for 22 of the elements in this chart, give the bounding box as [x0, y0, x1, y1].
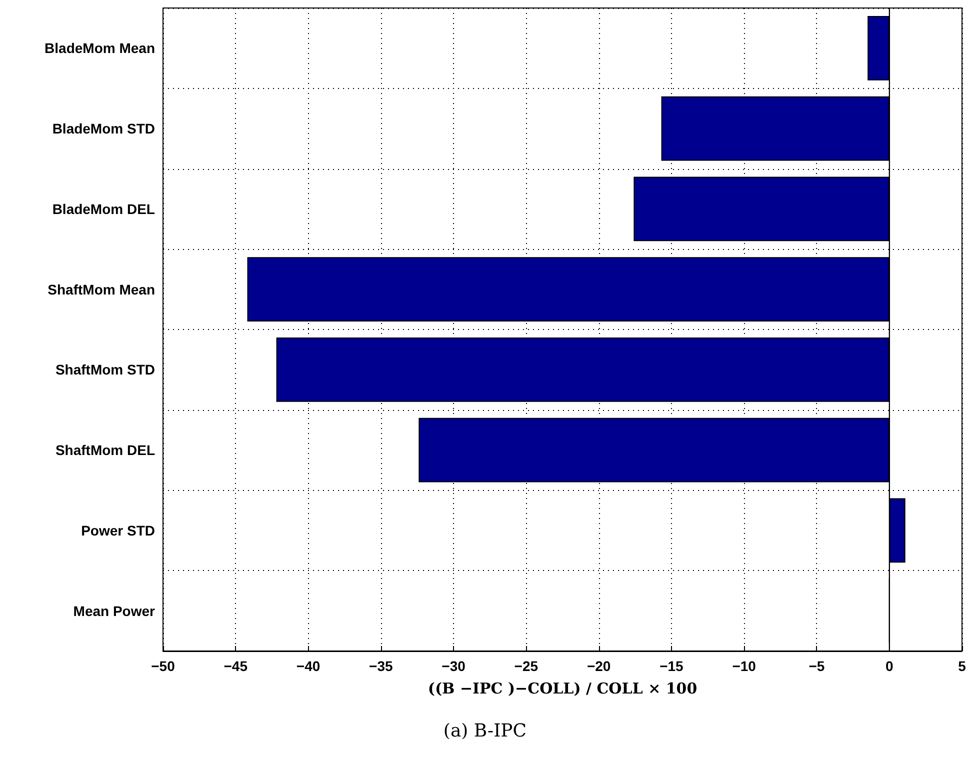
y-tick-label: ShaftMom DEL — [55, 442, 156, 458]
y-tick-label: BladeMom STD — [52, 120, 155, 137]
x-tick-label: −35 — [369, 658, 393, 674]
x-tick-label: 0 — [885, 658, 894, 674]
text: (a) B-IPC — [443, 720, 527, 742]
y-tick-label: BladeMom Mean — [44, 40, 155, 56]
y-tick-label: BladeMom DEL — [52, 200, 156, 217]
x-tick-label: −15 — [660, 658, 684, 674]
y-tick-label: ShaftMom Mean — [48, 281, 155, 298]
x-tick-label: −30 — [442, 658, 466, 674]
y-tick-label: Power STD — [81, 522, 155, 538]
x-tick-label: −20 — [586, 658, 611, 674]
x-tick-label: −45 — [224, 658, 248, 674]
x-tick-label: −10 — [732, 658, 756, 674]
x-tick-label: −40 — [296, 658, 320, 674]
x-tick-label: 5 — [958, 658, 966, 674]
y-tick-label: ShaftMom STD — [55, 362, 155, 378]
x-tick-label: −25 — [514, 658, 538, 674]
y-tick-label: Mean Power — [73, 602, 156, 619]
x-tick-label: −5 — [808, 658, 825, 674]
x-tick-label: −50 — [151, 658, 176, 674]
x-axis-title: ((B −IPC )−COLL) / COLL × 100 — [428, 680, 698, 698]
